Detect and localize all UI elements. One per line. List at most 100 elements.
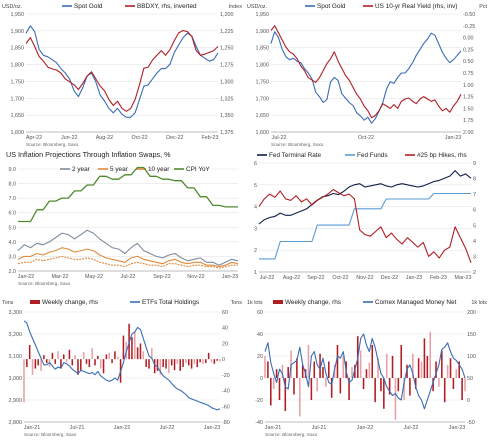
weekly-change-bar xyxy=(374,378,376,403)
weekly-change-bar xyxy=(385,353,388,378)
y-tick-left: 1,800 xyxy=(256,63,270,69)
weekly-change-bar xyxy=(111,359,113,364)
x-tick: Jul-22 xyxy=(260,275,275,281)
weekly-change-bar xyxy=(94,359,96,366)
y-tick-right: 0.75 xyxy=(463,71,474,77)
legend-label: CPI YoY xyxy=(186,166,211,173)
x-tick: Mar-23 xyxy=(454,275,471,281)
y-tick-left: 1,850 xyxy=(256,46,270,52)
weekly-change-bar xyxy=(68,349,71,360)
weekly-change-bar xyxy=(134,331,136,360)
weekly-change-bar xyxy=(62,354,65,360)
legend-label: Spot Gold xyxy=(74,3,103,10)
weekly-change-bar xyxy=(287,367,289,378)
legend-label: 2 year xyxy=(72,166,91,173)
inflation-swaps-panel: 9.0 8.0 7.0 6.0 5.0 4.0 3.0 2.0 Jan-22 Mar-22 May-… xyxy=(0,149,244,294)
weekly-change-bar xyxy=(397,378,400,392)
y-tick-left: 8.0 xyxy=(9,182,17,188)
y-tick-right: 2 xyxy=(473,270,476,276)
weekly-change-bar xyxy=(99,359,102,369)
weekly-change-bar xyxy=(40,359,42,371)
series-line-1 xyxy=(264,333,466,410)
y-tick-right: -0.25 xyxy=(463,24,475,30)
y-tick-left: -20 xyxy=(255,398,263,404)
weekly-change-bar xyxy=(412,353,414,378)
right-unit-label: Tons xyxy=(231,300,243,306)
weekly-change-bar xyxy=(45,359,48,364)
legend-label: US 10-yr Real Yield (rhs, inv) xyxy=(375,3,457,10)
weekly-change-bar xyxy=(452,378,455,389)
fed-rates-chart: 6 5 4 3 2 1 9 8 7 6 5 4 3 2 Jul-22 Aug-22 Sep-22 Oct-22 No… xyxy=(254,152,476,281)
weekly-change-bar xyxy=(458,361,460,378)
source-note: Source: Bloomberg, Saxo xyxy=(18,281,71,286)
y-tick-left: 3,300 xyxy=(9,310,23,316)
y-tick-right: 0 xyxy=(222,357,225,363)
weekly-change-bar xyxy=(185,359,187,364)
weekly-change-bar xyxy=(57,351,59,360)
y-tick-left: 7.0 xyxy=(9,196,17,202)
weekly-change-bar xyxy=(264,356,266,378)
y-tick-right: 1,300 xyxy=(220,79,234,85)
weekly-change-bar xyxy=(270,378,272,406)
weekly-change-bar xyxy=(359,350,362,378)
weekly-change-bar xyxy=(394,378,397,420)
weekly-change-bar xyxy=(383,378,385,409)
y-tick-left: 4.0 xyxy=(9,240,17,246)
x-tick: Jan-22 xyxy=(18,274,34,280)
weekly-change-bar xyxy=(272,378,275,389)
weekly-change-bar xyxy=(202,359,204,364)
weekly-change-bar xyxy=(461,378,463,400)
weekly-change-bar xyxy=(284,378,287,411)
y-tick-left: 60 xyxy=(257,310,263,316)
x-tick: Jan-21 xyxy=(24,425,40,431)
legend-label: ETFs Total Holdings xyxy=(142,299,199,306)
x-tick: Jan-23 xyxy=(449,425,465,431)
y-tick-right: 0.00 xyxy=(463,36,474,42)
weekly-change-bar xyxy=(65,359,68,363)
x-tick: Jan-23 xyxy=(204,425,220,431)
y-tick-left: 1,600 xyxy=(256,130,270,136)
x-tick: Jan-23 xyxy=(406,275,422,281)
y-tick-left: 1,950 xyxy=(256,12,270,18)
weekly-change-bar xyxy=(176,359,179,364)
series-line-2 xyxy=(17,255,238,269)
y-tick-left: 5 xyxy=(254,183,257,189)
weekly-change-bar xyxy=(165,359,167,369)
weekly-change-bar xyxy=(365,369,368,378)
y-tick-left: 9.0 xyxy=(9,167,17,173)
x-tick: Aug-22 xyxy=(96,135,113,141)
weekly-change-bar xyxy=(446,364,449,378)
weekly-change-bar xyxy=(322,367,324,378)
weekly-change-bar xyxy=(301,364,304,378)
x-tick: Feb-23 xyxy=(201,135,218,141)
y-tick-right: 5 xyxy=(473,223,476,229)
y-tick-right: -80 xyxy=(222,420,230,426)
x-tick: Dec-22 xyxy=(381,275,398,281)
chart-title: US Inflation Projections Through Inflati… xyxy=(6,150,171,159)
weekly-change-bar xyxy=(102,359,105,374)
y-tick-left: 6 xyxy=(254,161,257,167)
weekly-change-bar xyxy=(91,348,93,360)
legend-label: Comex Managed Money Net xyxy=(375,299,457,306)
y-tick-right: 60 xyxy=(222,310,228,316)
comex-positions-panel: 60 40 20 0 -20 -40 200 150 100 50 0 -50 Jan-21 Jul-21… xyxy=(245,296,489,443)
weekly-change-bar xyxy=(432,378,434,392)
weekly-change-bar xyxy=(71,359,74,366)
x-tick: Oct-22 xyxy=(358,135,374,141)
x-tick: Jul-21 xyxy=(70,425,85,431)
weekly-change-bar xyxy=(136,347,139,360)
x-tick: Dec-22 xyxy=(166,135,183,141)
series-line-0 xyxy=(17,229,239,266)
series-line-0 xyxy=(258,170,472,225)
y-tick-left: 1,950 xyxy=(11,12,25,18)
etf-holdings-chart: 3,300 3,200 3,100 3,000 2,900 2,800 60 40 20 0 -20… xyxy=(2,299,243,437)
legend-label: Weekly change, rhs xyxy=(42,299,98,306)
y-tick-right: 50 xyxy=(467,376,473,382)
weekly-change-bar xyxy=(388,378,391,395)
gold-vs-bbdxy-panel: 1,950 1,900 1,850 1,800 1,750 1,700 1,650 1,600… xyxy=(0,0,244,147)
weekly-change-bar xyxy=(377,358,379,378)
y-tick-right: -40 xyxy=(222,389,230,395)
weekly-change-bar xyxy=(213,359,216,364)
x-tick: Jul-22 xyxy=(160,425,175,431)
